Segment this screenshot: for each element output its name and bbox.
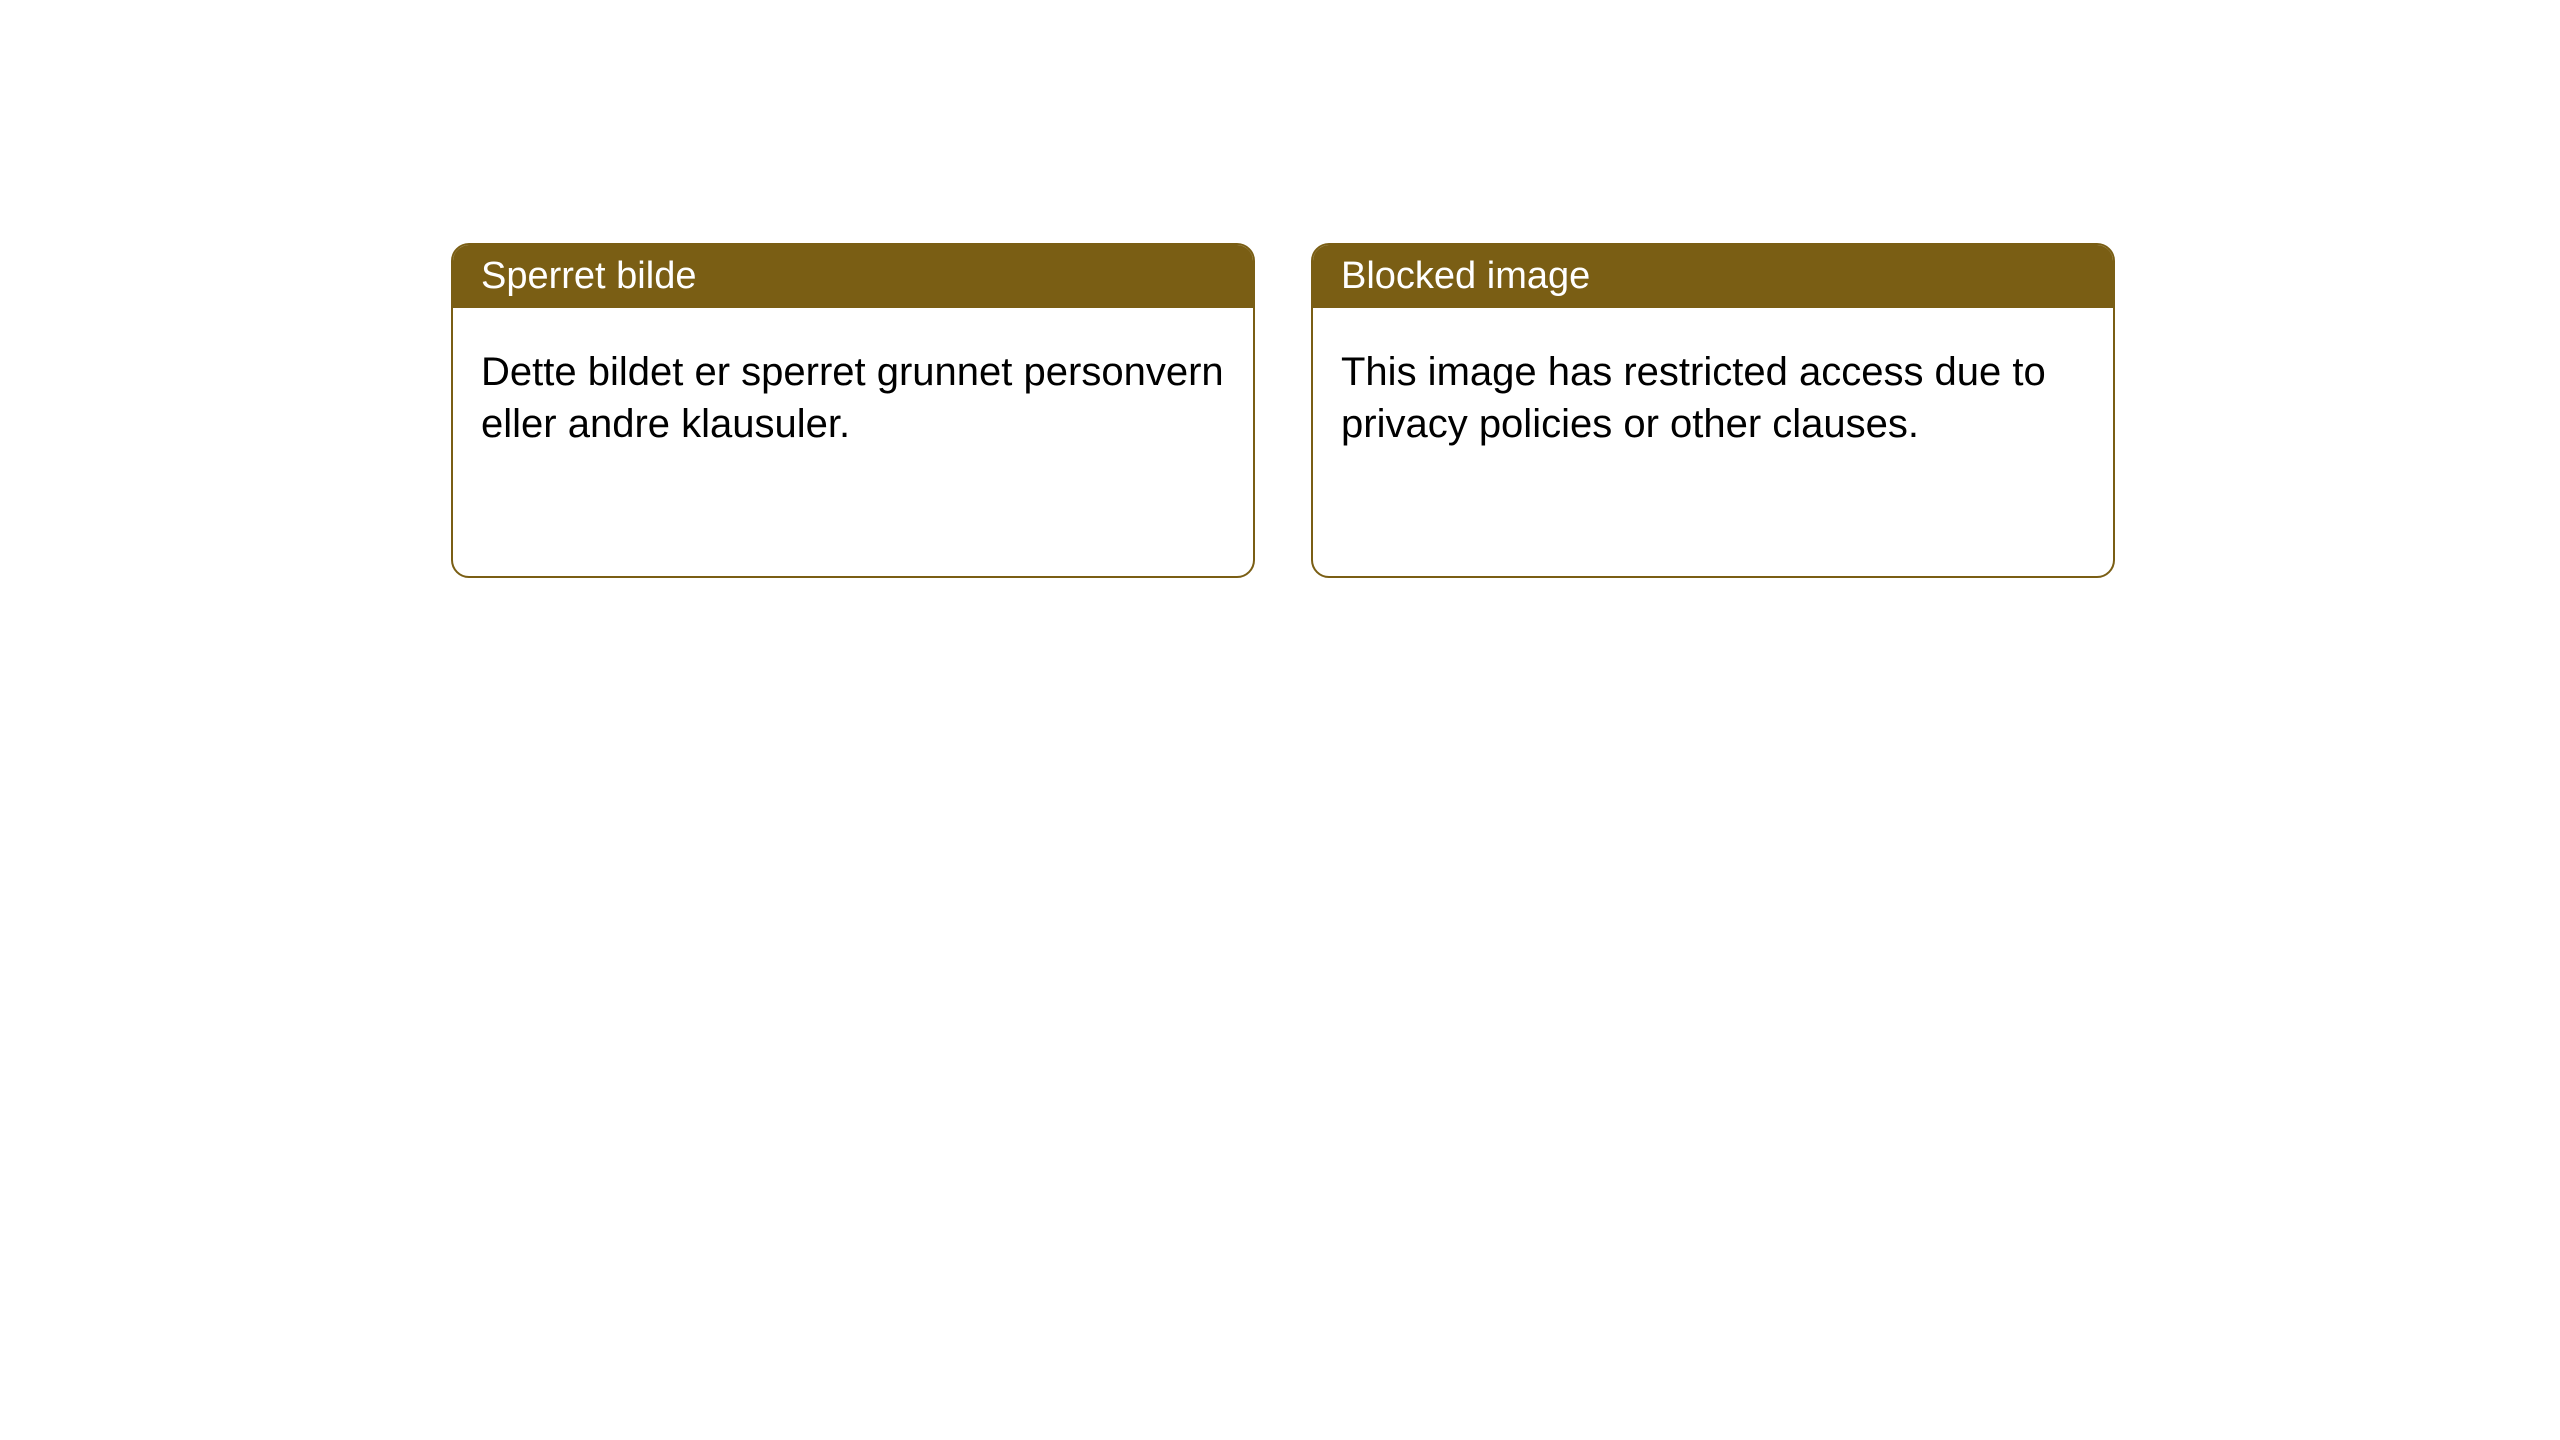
notice-card-body: This image has restricted access due to …	[1313, 308, 2113, 488]
notice-card-english: Blocked image This image has restricted …	[1311, 243, 2115, 578]
notice-cards-container: Sperret bilde Dette bildet er sperret gr…	[0, 0, 2560, 578]
notice-card-header: Sperret bilde	[453, 245, 1253, 308]
notice-card-body: Dette bildet er sperret grunnet personve…	[453, 308, 1253, 488]
notice-card-norwegian: Sperret bilde Dette bildet er sperret gr…	[451, 243, 1255, 578]
notice-card-header: Blocked image	[1313, 245, 2113, 308]
